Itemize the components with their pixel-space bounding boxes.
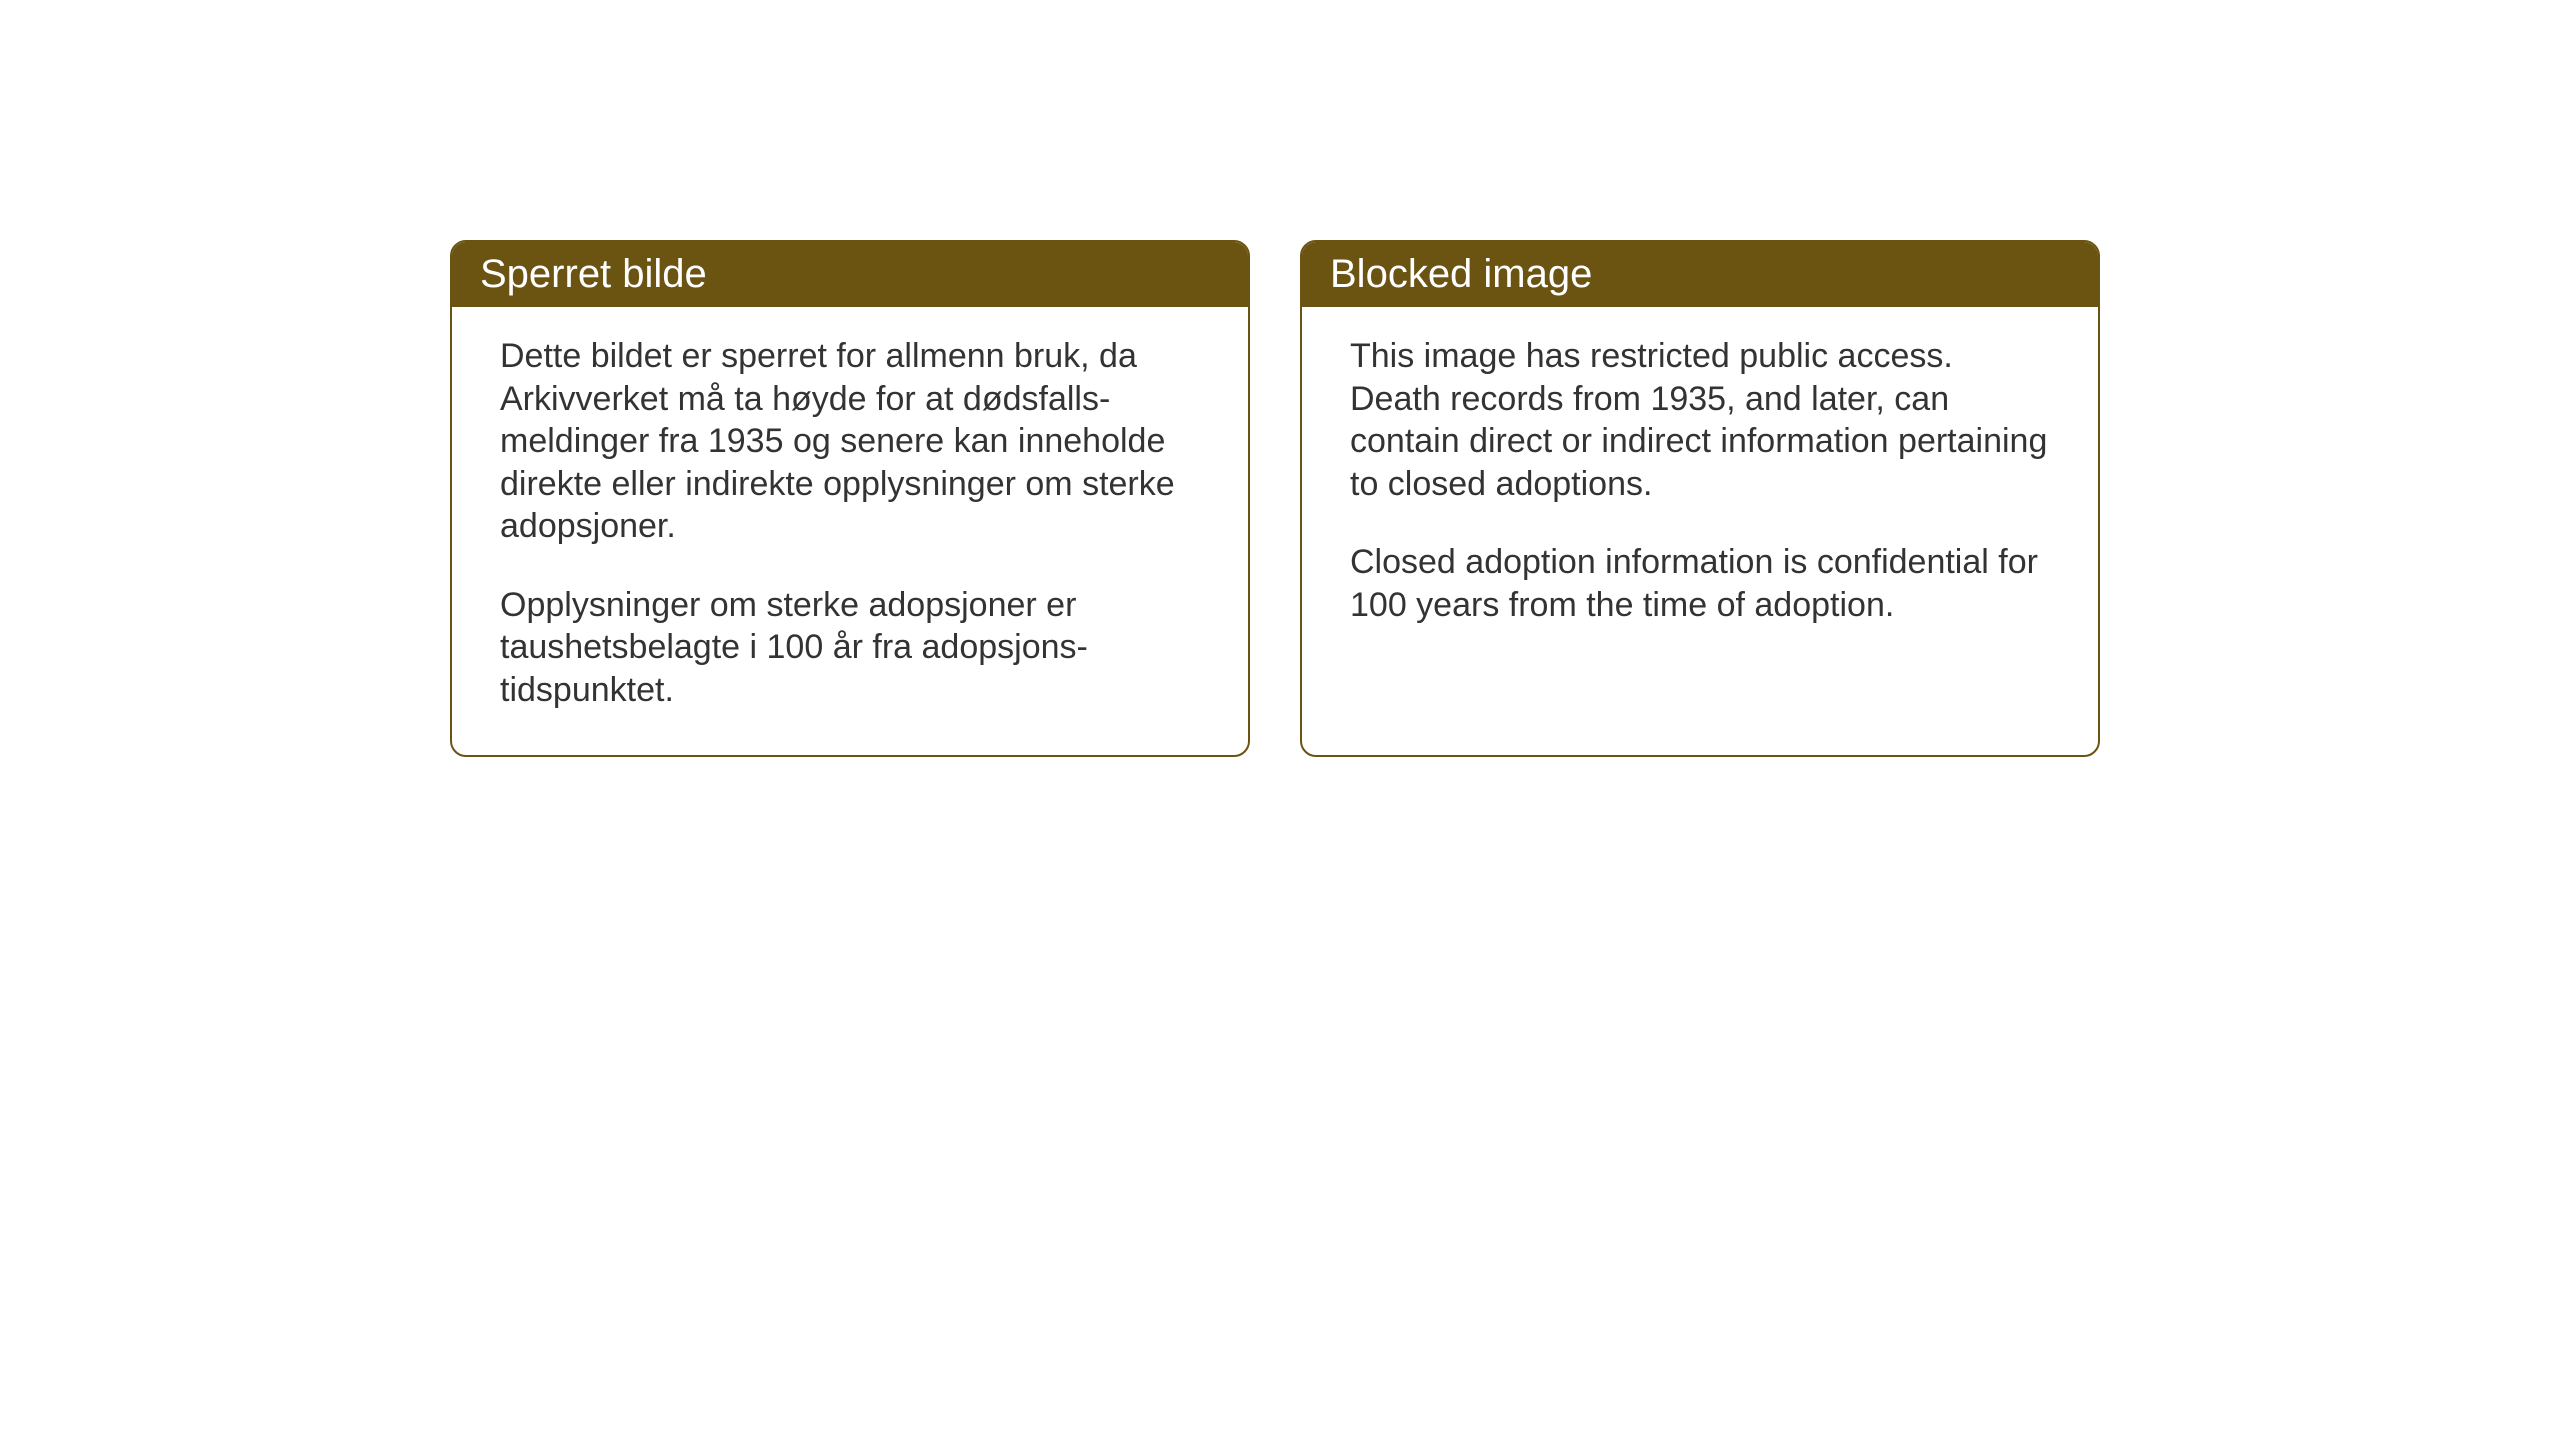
english-notice-body: This image has restricted public access.… <box>1302 307 2098 670</box>
english-notice-title: Blocked image <box>1302 242 2098 307</box>
norwegian-notice-title: Sperret bilde <box>452 242 1248 307</box>
norwegian-paragraph-2: Opplysninger om sterke adopsjoner er tau… <box>500 584 1200 712</box>
notice-container: Sperret bilde Dette bildet er sperret fo… <box>450 240 2100 757</box>
english-notice-card: Blocked image This image has restricted … <box>1300 240 2100 757</box>
norwegian-notice-body: Dette bildet er sperret for allmenn bruk… <box>452 307 1248 755</box>
norwegian-paragraph-1: Dette bildet er sperret for allmenn bruk… <box>500 335 1200 548</box>
english-paragraph-2: Closed adoption information is confident… <box>1350 541 2050 626</box>
norwegian-notice-card: Sperret bilde Dette bildet er sperret fo… <box>450 240 1250 757</box>
english-paragraph-1: This image has restricted public access.… <box>1350 335 2050 505</box>
